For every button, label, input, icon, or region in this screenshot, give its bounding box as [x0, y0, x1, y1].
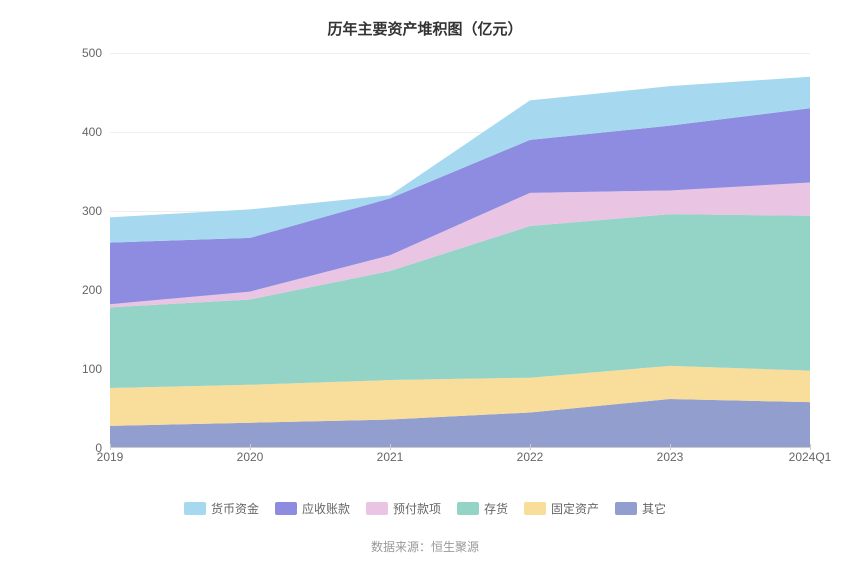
- legend-item[interactable]: 其它: [615, 500, 666, 517]
- legend-label: 预付款项: [393, 500, 441, 517]
- x-tick-mark: [110, 444, 111, 450]
- y-tick-label: 400: [82, 125, 102, 139]
- legend-label: 其它: [642, 500, 666, 517]
- chart-title: 历年主要资产堆积图（亿元）: [0, 0, 850, 47]
- legend-label: 货币资金: [211, 500, 259, 517]
- x-tick-mark: [530, 444, 531, 450]
- legend-item[interactable]: 固定资产: [524, 500, 599, 517]
- y-tick-label: 100: [82, 362, 102, 376]
- x-tick-label: 2022: [517, 450, 544, 464]
- x-tick-mark: [390, 444, 391, 450]
- x-tick-mark: [670, 444, 671, 450]
- x-tick-label: 2024Q1: [789, 450, 832, 464]
- chart-container: 历年主要资产堆积图（亿元） 0100200300400500 201920202…: [0, 0, 850, 575]
- x-tick-label: 2019: [97, 450, 124, 464]
- x-tick-label: 2021: [377, 450, 404, 464]
- legend-item[interactable]: 货币资金: [184, 500, 259, 517]
- chart-plot-area: 0100200300400500 20192020202120222023202…: [110, 53, 810, 448]
- x-tick-mark: [810, 444, 811, 450]
- x-tick-label: 2023: [657, 450, 684, 464]
- x-tick-label: 2020: [237, 450, 264, 464]
- legend: 货币资金 应收账款 预付款项 存货 固定资产 其它: [0, 500, 850, 518]
- legend-item[interactable]: 存货: [457, 500, 508, 517]
- data-source: 数据来源：恒生聚源: [0, 538, 850, 555]
- legend-swatch: [184, 502, 206, 515]
- legend-swatch: [524, 502, 546, 515]
- legend-label: 固定资产: [551, 500, 599, 517]
- x-axis-line: [110, 447, 810, 448]
- legend-swatch: [457, 502, 479, 515]
- y-tick-label: 200: [82, 283, 102, 297]
- stacked-area-svg: [110, 53, 810, 448]
- legend-item[interactable]: 预付款项: [366, 500, 441, 517]
- y-axis: 0100200300400500: [70, 53, 110, 448]
- legend-label: 存货: [484, 500, 508, 517]
- y-tick-label: 300: [82, 204, 102, 218]
- legend-label: 应收账款: [302, 500, 350, 517]
- legend-swatch: [275, 502, 297, 515]
- legend-item[interactable]: 应收账款: [275, 500, 350, 517]
- legend-swatch: [366, 502, 388, 515]
- legend-swatch: [615, 502, 637, 515]
- y-tick-label: 500: [82, 46, 102, 60]
- x-axis: 201920202021202220232024Q1: [110, 450, 810, 470]
- x-tick-mark: [250, 444, 251, 450]
